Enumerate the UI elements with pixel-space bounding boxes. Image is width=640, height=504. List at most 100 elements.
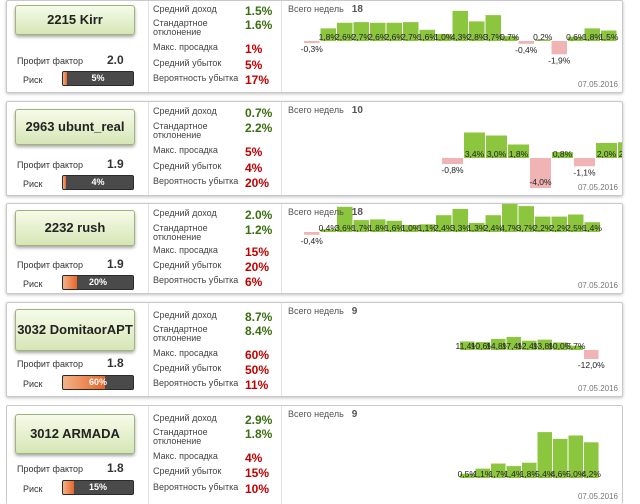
weekly-return-label: 2,7% — [401, 32, 421, 42]
risk-value: 20% — [88, 277, 107, 287]
weekly-return-bar — [568, 36, 584, 41]
strategy-name: 2215 Kirr — [47, 12, 103, 27]
total-weeks: Всего недель 9 — [288, 409, 357, 420]
strategy-name-button[interactable]: 3012 ARMADA — [15, 414, 135, 454]
total-weeks-value: 9 — [351, 409, 358, 420]
weekly-return-label: 2,6% — [368, 32, 388, 42]
stat-value: 4% — [245, 451, 263, 465]
weekly-return-label: 4,3% — [451, 32, 471, 42]
weekly-return-bar — [601, 30, 617, 41]
weekly-return-label: 3,3% — [451, 223, 471, 233]
weekly-return-label: 3,7% — [484, 32, 504, 42]
strategy-name-button[interactable]: 2215 Kirr — [15, 5, 135, 35]
risk-bar-fill — [63, 376, 105, 389]
weekly-return-label: 1,7% — [489, 469, 509, 479]
weekly-returns-chart: 0,5% 1,1% 1,7% 1,4% 1,8% 5,4% 4,6% 5,0% 4,2% Все… — [281, 406, 622, 504]
chart-date: 07.05.2016 — [577, 281, 618, 290]
strategy-name: 3032 DomitaorAPT — [17, 322, 133, 337]
weekly-bar-chart: -0,4%0,4%3,6%1,7%1,8%1,6%1,0%1,1%2,4%3,3… — [301, 204, 603, 246]
strategy-summary: 3032 DomitaorAPT Профит фактор 1.8 Риск … — [7, 303, 147, 396]
weekly-return-label: 5,0% — [566, 469, 586, 479]
weekly-return-bar — [502, 36, 518, 41]
strategy-name-button[interactable]: 3032 DomitaorAPT — [15, 309, 135, 351]
stat-label: Средний доход — [153, 106, 217, 116]
risk-value: 15% — [88, 482, 107, 492]
stat-label: Макс. просадка — [153, 348, 218, 358]
profit-factor-value: 1.8 — [107, 356, 124, 370]
risk-label: Риск — [23, 179, 43, 189]
weekly-return-bar — [518, 206, 534, 232]
weekly-return-label: 0,2% — [533, 32, 553, 42]
strategy-name-button[interactable]: 2232 rush — [15, 210, 135, 246]
weekly-returns-chart: 11,4% 10,6% 14,8% 17,4% 12,4% 13,8% 10,0% 5,7% -… — [281, 303, 622, 396]
stat-value: 2.2% — [245, 121, 273, 135]
stat-value: 4% — [245, 161, 263, 175]
weekly-return-label: 17,4% — [502, 341, 527, 351]
weekly-return-label: 1,5% — [599, 32, 619, 42]
chart-date: 07.05.2016 — [577, 384, 618, 393]
weekly-return-bar — [618, 142, 622, 158]
weekly-return-bar — [551, 41, 567, 55]
risk-label: Риск — [23, 75, 43, 85]
weekly-return-label: 1,0% — [401, 223, 421, 233]
weekly-return-bar — [584, 442, 599, 478]
strategy-stats: Средний доход 2.9% Стандартное отклонени… — [148, 406, 280, 504]
total-weeks-value: 10 — [351, 105, 363, 116]
weekly-return-bar — [522, 462, 537, 478]
weekly-return-bar — [403, 225, 419, 232]
weekly-return-bar — [551, 216, 567, 232]
weekly-return-label: 2,4% — [434, 223, 454, 233]
weekly-return-label: 10,0% — [548, 341, 573, 351]
risk-bar: 60% — [62, 375, 134, 390]
weekly-return-label: -0,3% — [301, 44, 324, 54]
profit-factor-label: Профит фактор — [17, 160, 84, 170]
total-weeks-value: 9 — [351, 306, 358, 317]
weekly-return-bar — [475, 342, 490, 350]
total-weeks: Всего недель 10 — [288, 105, 363, 116]
weekly-return-bar — [320, 28, 336, 41]
strategy-card: 3012 ARMADA Профит фактор 1.8 Риск 15% С… — [6, 405, 623, 504]
weekly-return-label: 4,7% — [500, 223, 520, 233]
weekly-return-bar — [460, 473, 475, 478]
weekly-return-bar — [436, 215, 452, 232]
stat-value: 10% — [245, 482, 270, 496]
weekly-return-bar — [304, 232, 320, 235]
weekly-return-bar — [491, 338, 506, 350]
weekly-return-label: 2,2% — [533, 223, 553, 233]
stat-label: Средний доход — [153, 4, 217, 14]
stat-label: Стандартное отклонение — [153, 18, 208, 37]
weekly-return-bar — [506, 466, 521, 478]
risk-bar: 15% — [62, 480, 134, 495]
weekly-return-bar — [485, 15, 501, 42]
weekly-return-bar — [568, 435, 583, 478]
weekly-bar-chart: -0,3%1,8%2,6%2,7%2,6%2,6%2,7%1,6%1,0%4,3… — [301, 10, 619, 65]
weekly-return-label: 12,4% — [517, 341, 542, 351]
weekly-returns-chart: -0,8%3,4%3,0%1,8%-4,0%0,8%-1,1%2,0%2,1% … — [281, 102, 622, 195]
stat-value: 2.9% — [245, 413, 273, 427]
weekly-return-label: 2,5% — [566, 223, 586, 233]
strategy-name-button[interactable]: 2963 ubunt_real — [15, 109, 135, 145]
weekly-return-bar — [491, 463, 506, 478]
weekly-returns-chart: -0,4% 0,4% 3,6% 1,7% 1,8% 1,6% 1,0% 1,1% 2,4% 3,3… — [281, 204, 622, 293]
stat-label: Средний убыток — [153, 58, 222, 68]
stat-value: 1.2% — [245, 223, 273, 237]
stat-label: Средний доход — [153, 208, 217, 218]
weekly-return-bar — [518, 41, 534, 44]
weekly-return-label: 1,8% — [319, 32, 339, 42]
weekly-return-bar — [568, 214, 584, 232]
weekly-return-bar — [502, 204, 518, 232]
weekly-return-label: -1,9% — [548, 55, 571, 65]
risk-bar-fill — [63, 176, 66, 189]
risk-bar: 5% — [62, 71, 134, 86]
risk-label: Риск — [23, 279, 43, 289]
risk-label: Риск — [23, 379, 43, 389]
weekly-return-label: 1,4% — [583, 223, 603, 233]
weekly-return-label: 14,8% — [486, 341, 511, 351]
stat-label: Макс. просадка — [153, 245, 218, 255]
weekly-return-bar — [320, 229, 336, 232]
profit-factor-value: 1.8 — [107, 461, 124, 475]
weekly-return-bar — [552, 152, 573, 158]
weekly-return-label: -1,1% — [573, 167, 596, 177]
weekly-return-bar — [553, 438, 568, 478]
weekly-return-bar — [353, 220, 369, 232]
